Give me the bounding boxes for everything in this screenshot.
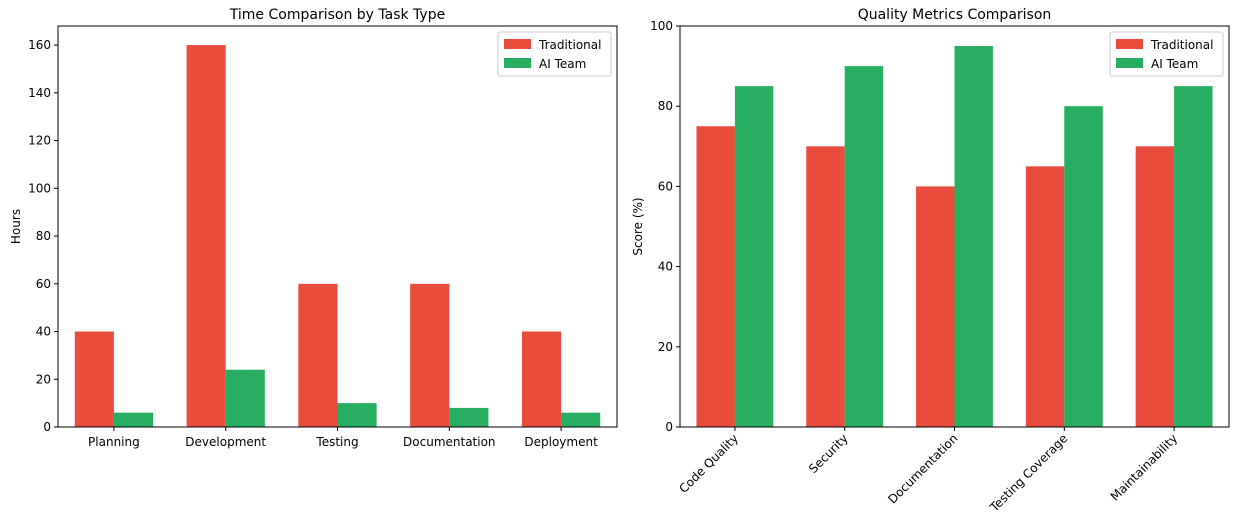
y-tick-label: 60	[658, 179, 673, 193]
y-tick-label: 40	[658, 260, 673, 274]
bar-traditional-1	[806, 146, 845, 428]
y-tick-label: 80	[658, 99, 673, 113]
bar-traditional-2	[298, 283, 338, 427]
legend-label-traditional: Traditional	[538, 38, 601, 52]
y-tick-label: 20	[658, 340, 673, 354]
bar-traditional-0	[74, 331, 114, 427]
legend-label-ai-team: AI Team	[1151, 57, 1198, 71]
bar-ai-team-0	[113, 412, 154, 427]
bar-traditional-0	[696, 126, 735, 427]
legend-swatch-ai-team	[504, 58, 531, 68]
x-tick-label: Documentation	[403, 435, 496, 449]
bar-traditional-2	[916, 186, 955, 427]
chart-quality-metrics: Quality Metrics Comparison Score (%) 0 20…	[631, 7, 1230, 515]
legend: Traditional AI Team	[497, 31, 612, 77]
legend-label-ai-team: AI Team	[539, 57, 586, 71]
y-tick-label: 0	[665, 420, 673, 434]
legend-swatch-ai-team	[1116, 58, 1143, 68]
x-tick-label: Maintainability	[1108, 431, 1180, 503]
y-tick-label: 20	[36, 372, 51, 386]
bar-ai-team-2	[337, 403, 377, 427]
y-tick-label: 0	[43, 420, 51, 434]
bar-traditional-4	[1135, 146, 1175, 428]
y-tick-label: 140	[28, 86, 51, 100]
x-tick-label: Planning	[88, 435, 140, 449]
y-axis-label: Hours	[9, 209, 23, 244]
x-tick-label: Documentation	[885, 431, 960, 506]
bar-traditional-3	[410, 283, 450, 427]
x-tick-label: Testing	[315, 435, 358, 449]
bar-ai-team-2	[954, 46, 993, 428]
y-tick-label: 80	[36, 229, 51, 243]
y-tick-label: 40	[36, 325, 51, 339]
bar-traditional-3	[1025, 166, 1065, 427]
x-tick-label: Testing Coverage	[987, 431, 1071, 515]
chart-time-comparison: Time Comparison by Task Type Hours 0 20 40…	[9, 7, 618, 449]
chart-title: Time Comparison by Task Type	[229, 7, 445, 23]
legend: Traditional AI Team	[1109, 31, 1224, 77]
bar-traditional-1	[186, 45, 226, 427]
legend-swatch-traditional	[1116, 39, 1143, 49]
bar-ai-team-1	[225, 369, 265, 427]
bar-ai-team-3	[449, 407, 489, 427]
legend-label-traditional: Traditional	[1150, 38, 1213, 52]
bar-ai-team-0	[734, 86, 774, 428]
y-tick-label: 60	[36, 277, 51, 291]
bar-ai-team-1	[844, 66, 884, 427]
bar-ai-team-4	[1174, 86, 1213, 428]
y-tick-label: 120	[28, 134, 51, 148]
bar-ai-team-4	[561, 412, 601, 427]
bar-traditional-4	[521, 331, 562, 427]
y-axis-label: Score (%)	[631, 197, 645, 255]
x-tick-label: Code Quality	[676, 431, 741, 496]
x-tick-label: Security	[806, 431, 851, 476]
bar-ai-team-3	[1064, 106, 1103, 427]
x-tick-label: Deployment	[524, 435, 598, 449]
y-tick-label: 100	[650, 19, 673, 33]
chart-title: Quality Metrics Comparison	[858, 7, 1052, 23]
y-tick-label: 160	[28, 38, 51, 52]
y-tick-label: 100	[28, 181, 51, 195]
legend-swatch-traditional	[504, 39, 531, 49]
x-tick-label: Development	[185, 435, 266, 449]
